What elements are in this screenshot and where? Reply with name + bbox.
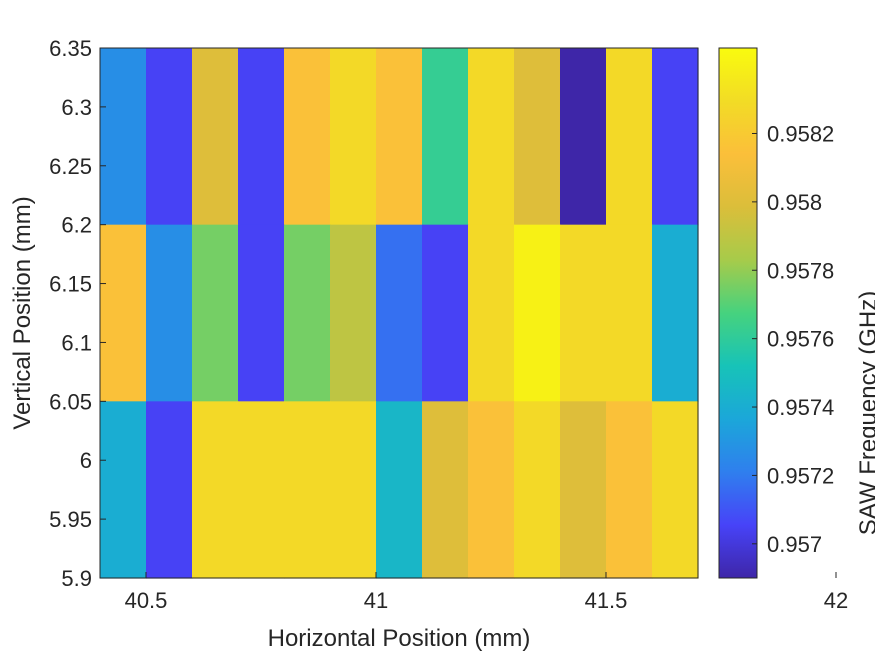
heatmap-cell — [284, 48, 331, 226]
y-tick-label: 6.35 — [49, 36, 92, 61]
heatmap-cell — [468, 401, 515, 579]
x-tick-label: 40.5 — [125, 588, 168, 613]
y-tick-label: 6.2 — [61, 213, 92, 238]
heatmap-cell — [376, 48, 423, 226]
colorbar-ticks: 0.957 0.9572 0.9574 0.9576 0.9578 0.958 0.9582 — [752, 121, 834, 557]
heatmap-cell — [146, 224, 193, 402]
colorbar — [718, 47, 758, 579]
colorbar-tick-label: 0.9574 — [767, 395, 834, 420]
x-axis-label: Horizontal Position (mm) — [268, 625, 531, 652]
colorbar-tick-label: 0.958 — [767, 190, 822, 215]
y-axis-label: Vertical Position (mm) — [9, 196, 36, 429]
heatmap-cell — [330, 401, 377, 579]
heatmap-cell — [652, 224, 699, 402]
heatmap-cell — [146, 48, 193, 226]
y-tick-label: 5.9 — [61, 566, 92, 591]
heatmap-cell — [606, 401, 653, 579]
heatmap-cell — [238, 401, 285, 579]
heatmap-cell — [284, 401, 331, 579]
plot-frame — [99, 47, 699, 579]
y-tick-label: 6.25 — [49, 154, 92, 179]
heatmap-cell — [560, 48, 607, 226]
heatmap-cell — [238, 224, 285, 402]
y-tick-label: 6.3 — [61, 95, 92, 120]
colorbar-tick-label: 0.9576 — [767, 327, 834, 352]
heatmap-cell — [468, 224, 515, 402]
heatmap-cell — [560, 401, 607, 579]
heatmap-cell — [330, 48, 377, 226]
heatmap-cell — [652, 401, 699, 579]
heatmap-cell — [330, 224, 377, 402]
heatmap-cell — [100, 48, 147, 226]
y-tick-label: 6.1 — [61, 330, 92, 355]
colorbar-tick-label: 0.9578 — [767, 258, 834, 283]
heatmap-cell — [606, 48, 653, 226]
heatmap-cell — [652, 48, 699, 226]
heatmap-cell — [422, 224, 469, 402]
colorbar-tick-label: 0.9572 — [767, 463, 834, 488]
x-tick-label: 41 — [364, 588, 388, 613]
y-tick-label: 6.15 — [49, 272, 92, 297]
heatmap-cell — [238, 48, 285, 226]
heatmap-cell — [192, 48, 239, 226]
heatmap-cell — [376, 401, 423, 579]
y-tick-label: 6.05 — [49, 389, 92, 414]
heatmap-cell — [560, 224, 607, 402]
heatmap-cell — [100, 224, 147, 402]
heatmap-cell — [514, 48, 561, 226]
heatmap-cell — [192, 401, 239, 579]
heatmap-cell — [468, 48, 515, 226]
colorbar-tick-label: 0.957 — [767, 532, 822, 557]
y-axis-ticks: 6.35 6.3 6.25 6.2 6.15 6.1 6.05 6 5.95 5.9 — [49, 36, 106, 591]
x-axis-ticks: 40.5 41 41.5 42 — [125, 572, 848, 613]
heatmap-cell — [514, 401, 561, 579]
colorbar-tick-label: 0.9582 — [767, 121, 834, 146]
heatmap-cell — [100, 401, 147, 579]
heatmap-cell — [514, 224, 561, 402]
heatmap-cell — [192, 224, 239, 402]
y-tick-label: 6 — [80, 448, 92, 473]
heatmap-cell — [146, 401, 193, 579]
heatmap-cell — [606, 224, 653, 402]
heatmap-cells — [100, 48, 699, 579]
x-tick-label: 41.5 — [585, 588, 628, 613]
heatmap-cell — [422, 48, 469, 226]
colorbar-label: SAW Frequency (GHz) — [855, 291, 875, 536]
x-tick-label: 42 — [824, 588, 848, 613]
y-tick-label: 5.95 — [49, 507, 92, 532]
heatmap-cell — [376, 224, 423, 402]
heatmap-cell — [422, 401, 469, 579]
heatmap-cell — [284, 224, 331, 402]
